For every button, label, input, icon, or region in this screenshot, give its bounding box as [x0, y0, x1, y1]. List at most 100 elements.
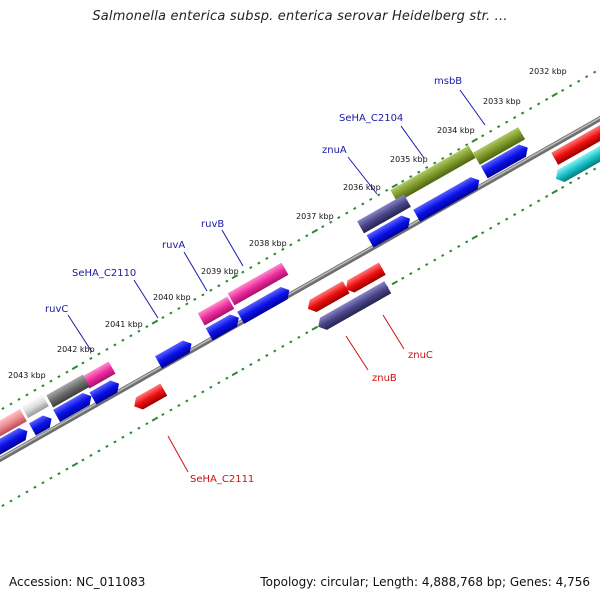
forward-tick-mark — [249, 266, 253, 270]
reverse-tick-mark — [513, 213, 517, 217]
gene-blue-2[interactable] — [413, 174, 483, 222]
reverse-tick-mark — [265, 353, 269, 357]
gene-znuB[interactable] — [315, 281, 392, 333]
reverse-tick-mark — [17, 494, 21, 498]
reverse-tick-mark — [41, 481, 45, 485]
leader-msbB — [459, 89, 486, 126]
gene-SeHA_C2104[interactable] — [390, 145, 476, 203]
forward-tick-mark — [353, 206, 357, 210]
forward-tick-mark — [161, 316, 165, 320]
forward-tick-mark — [241, 270, 245, 274]
gene-cyan-edge[interactable] — [552, 143, 600, 185]
forward-tick-mark — [305, 234, 309, 238]
reverse-tick-mark — [113, 440, 117, 444]
forward-tick-mark — [471, 137, 478, 143]
gene-label-ruvA: ruvA — [162, 240, 185, 251]
forward-tick-mark — [65, 370, 69, 374]
reverse-tick-mark — [505, 217, 509, 221]
gene-red-small[interactable] — [304, 281, 350, 315]
forward-tick-mark — [289, 243, 293, 247]
forward-tick-mark — [361, 202, 365, 206]
gene-label-group: msbB SeHA_C2104 znuA ruvB ruvA SeHA_C211… — [45, 76, 462, 485]
map-title: Salmonella enterica subsp. enterica sero… — [92, 9, 508, 24]
gene-label-znuA: znuA — [322, 145, 347, 156]
leader-ruvB — [221, 229, 244, 267]
gene-SeHA_C2111[interactable] — [131, 383, 168, 413]
forward-tick-mark — [145, 325, 149, 329]
reverse-tick-mark — [1, 503, 5, 507]
gene-ruvB[interactable] — [227, 262, 289, 306]
leader-ruvA — [183, 251, 208, 292]
reverse-tick-mark — [311, 325, 319, 331]
gene-znuC[interactable] — [342, 262, 386, 296]
gene-znuA[interactable] — [357, 194, 411, 234]
gene-label-znuC: znuC — [408, 350, 433, 361]
gene-blue-7[interactable] — [89, 378, 122, 405]
gene-blue-8[interactable] — [53, 390, 95, 422]
reverse-tick-mark — [391, 280, 398, 286]
reverse-tick-mark — [177, 403, 181, 407]
reverse-tick-mark — [401, 276, 405, 280]
reverse-tick-mark — [241, 367, 245, 371]
forward-tick-mark — [369, 197, 373, 201]
reverse-tick-mark — [449, 249, 453, 253]
reverse-tick-mark — [89, 453, 93, 457]
forward-tick-mark — [273, 252, 277, 256]
gene-ruvC[interactable] — [82, 361, 116, 389]
kbp-label: 2037 kbp — [296, 212, 334, 221]
forward-tick-mark — [329, 220, 333, 224]
reverse-tick-mark — [592, 167, 597, 171]
forward-tick-mark — [537, 102, 541, 106]
reverse-tick-mark — [497, 222, 501, 226]
forward-strand-genes — [0, 117, 600, 457]
gene-blue-3[interactable] — [366, 213, 414, 248]
reverse-tick-mark — [569, 181, 573, 185]
forward-tick-mark — [71, 365, 79, 370]
forward-tick-mark — [441, 156, 445, 160]
reverse-tick-mark — [193, 394, 197, 398]
forward-tick-mark — [489, 129, 493, 133]
reverse-tick-mark — [161, 413, 165, 417]
gene-blue-5[interactable] — [205, 312, 242, 341]
gene-ruvA[interactable] — [197, 296, 235, 326]
gene-red-edge[interactable] — [551, 117, 600, 165]
forward-tick-mark — [321, 225, 325, 229]
gene-label-msbB: msbB — [434, 76, 462, 87]
gene-blue-9[interactable] — [28, 412, 55, 436]
reverse-tick-mark — [441, 253, 445, 257]
reverse-tick-mark — [465, 240, 469, 244]
reverse-tick-mark — [97, 449, 101, 453]
gene-label-ruvB: ruvB — [201, 219, 224, 230]
reverse-tick-mark — [273, 349, 277, 353]
forward-tick-mark — [505, 120, 509, 124]
gene-blue-6[interactable] — [155, 338, 195, 369]
backbone-highlight — [0, 116, 600, 460]
forward-tick-mark — [529, 107, 533, 110]
forward-tick-mark — [231, 274, 239, 280]
reverse-tick-mark — [561, 185, 565, 189]
gene-label-znuB: znuB — [372, 373, 397, 384]
gene-blue-10[interactable] — [0, 425, 31, 457]
forward-tick-mark — [17, 397, 21, 401]
forward-tick-mark — [105, 347, 109, 351]
gene-msbB[interactable] — [472, 127, 526, 165]
forward-tick-track — [1, 70, 597, 410]
gene-gray[interactable] — [46, 374, 90, 408]
reverse-tick-mark — [49, 476, 53, 480]
gene-pale[interactable] — [21, 393, 49, 419]
forward-tick-mark — [551, 92, 558, 98]
forward-tick-mark — [577, 79, 581, 83]
forward-tick-mark — [151, 319, 159, 325]
gene-label-SeHA_C2111: SeHA_C2111 — [190, 474, 254, 485]
kbp-label: 2040 kbp — [153, 293, 191, 302]
reverse-tick-mark — [201, 390, 205, 394]
reverse-tick-mark — [209, 385, 213, 389]
reverse-tick-mark — [9, 499, 13, 503]
leader-SeHA_C2110 — [133, 279, 159, 319]
forward-tick-mark — [209, 288, 213, 292]
gene-pink[interactable] — [0, 409, 27, 441]
gene-blue-1[interactable] — [480, 142, 531, 179]
reverse-tick-mark — [257, 358, 261, 362]
reverse-tick-mark — [137, 426, 141, 430]
gene-blue-4[interactable] — [237, 284, 293, 324]
